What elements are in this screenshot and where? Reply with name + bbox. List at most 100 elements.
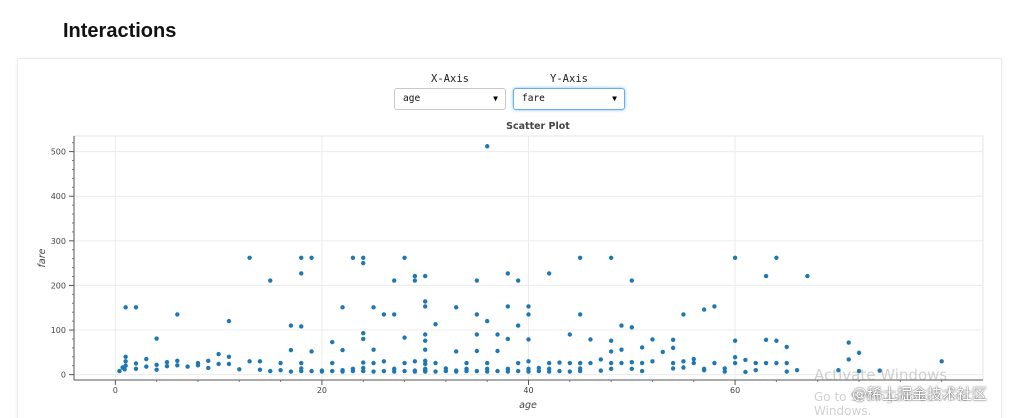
scatter-point: [340, 367, 345, 373]
scatter-point: [515, 360, 521, 366]
scatter-point: [732, 255, 738, 260]
scatter-point: [175, 363, 180, 368]
scatter-point: [577, 312, 583, 317]
scatter-point: [546, 360, 552, 366]
scatter-point: [206, 358, 211, 364]
scatter-point: [381, 359, 387, 364]
caret-down-icon: ▼: [612, 94, 617, 103]
scatter-point: [557, 368, 562, 374]
scatter-point: [495, 368, 500, 374]
scatter-point: [350, 255, 356, 260]
scatter-point: [330, 339, 335, 345]
scatter-point: [774, 360, 779, 366]
scatter-point: [505, 304, 511, 309]
scatter-point: [681, 312, 686, 317]
scatter-point: [278, 367, 283, 373]
scatter-point: [526, 359, 531, 364]
scatter-point: [299, 366, 304, 371]
scatter-point: [247, 359, 252, 364]
scatter-point: [319, 368, 325, 373]
scatter-point: [371, 360, 376, 366]
scatter-point: [484, 144, 490, 149]
scatter-point: [588, 337, 593, 342]
scatter-point: [619, 347, 624, 352]
scatter-point: [836, 367, 841, 373]
scatter-point: [412, 278, 418, 283]
scatter-point: [474, 368, 480, 374]
scatter-point: [299, 255, 304, 260]
scatter-point: [732, 355, 738, 360]
scatter-point: [629, 366, 634, 372]
caret-down-icon: ▼: [493, 94, 498, 103]
y-axis-select[interactable]: fare ▼: [513, 88, 625, 110]
scatter-point: [361, 260, 366, 266]
scatter-point: [371, 305, 376, 310]
scatter-point: [670, 366, 676, 371]
scatter-point: [805, 273, 810, 279]
scatter-point: [175, 358, 180, 364]
scatter-point: [846, 340, 851, 345]
scatter-point: [619, 323, 624, 328]
scatter-point: [856, 350, 862, 355]
x-axis-select[interactable]: age ▼: [394, 88, 506, 110]
scatter-point: [371, 369, 376, 374]
scatter-point: [299, 360, 304, 366]
scatter-point: [495, 348, 500, 354]
page-title: Interactions: [63, 20, 177, 42]
scatter-point: [433, 322, 438, 327]
scatter-point: [154, 362, 159, 368]
scatter-point: [154, 367, 159, 372]
scatter-point: [371, 347, 376, 352]
scatter-point: [670, 345, 676, 351]
y-tick-label: 400: [51, 192, 66, 201]
scatter-point: [433, 369, 438, 374]
y-axis-title: fare: [37, 248, 48, 267]
scatter-point: [650, 337, 655, 342]
grid: [74, 136, 983, 380]
scatter-point: [577, 255, 583, 260]
scatter-point: [278, 360, 283, 366]
scatter-point: [763, 273, 769, 279]
y-axis-label: Y-Axis: [550, 73, 588, 85]
scatter-point: [774, 338, 779, 343]
scatter-point: [536, 365, 542, 371]
scatter-point: [361, 255, 366, 260]
scatter-point: [577, 360, 583, 366]
scatter-point: [423, 347, 428, 352]
scatter-point: [650, 359, 655, 364]
scatter-point: [453, 349, 459, 354]
scatter-point: [722, 366, 727, 371]
scatter-point: [226, 318, 232, 324]
scatter-point: [216, 351, 221, 357]
scatter-point: [392, 312, 397, 317]
scatter-point: [381, 312, 387, 317]
scatter-point: [763, 360, 769, 366]
scatter-point: [423, 338, 428, 343]
scatter-point: [361, 360, 366, 365]
scatter-point: [423, 361, 428, 367]
x-axis-title: age: [519, 400, 537, 411]
scatter-point: [288, 323, 294, 328]
scatter-point: [123, 305, 128, 310]
scatter-point: [122, 367, 127, 372]
scatter-point: [681, 359, 686, 364]
chart-title: Scatter Plot: [506, 121, 570, 132]
scatter-point: [536, 368, 542, 374]
scatter-point: [423, 273, 428, 279]
scatter-point: [546, 366, 552, 372]
x-axis-label: X-Axis: [431, 73, 469, 85]
scatter-point: [505, 366, 511, 372]
scatter-point: [361, 336, 366, 342]
scatter-point: [629, 359, 634, 365]
scatter-point: [608, 366, 614, 372]
scatter-point: [330, 360, 335, 366]
scatter-point: [412, 368, 418, 373]
scatter-point: [288, 369, 294, 374]
scatter-point: [495, 332, 500, 337]
scatter-point: [515, 323, 521, 328]
scatter-point: [464, 366, 469, 372]
scatter-point: [743, 369, 748, 375]
scatter-point: [299, 324, 304, 329]
scatter-point: [577, 366, 583, 371]
